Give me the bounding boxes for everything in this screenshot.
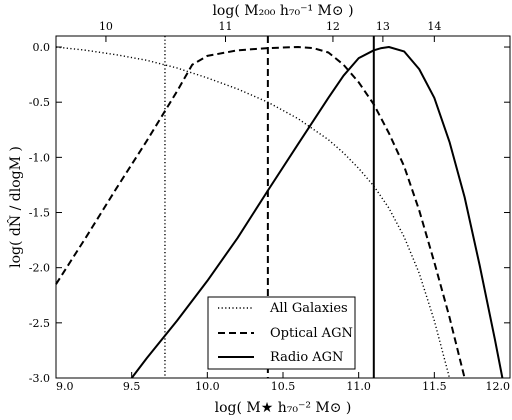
- x-tick-label: 10.0: [195, 380, 220, 393]
- top-tick-label: 12: [326, 20, 340, 33]
- series-radio-agn: [130, 46, 504, 379]
- bottom-axis-label: log( M★ h₇₀⁻² M⊙ ): [215, 400, 352, 416]
- x-tick-label: 10.5: [271, 380, 296, 393]
- top-tick-label: 11: [218, 20, 232, 33]
- y-tick-label: -3.0: [29, 372, 50, 385]
- legend: All Galaxies Optical AGN Radio AGN: [207, 296, 356, 370]
- plot-frame: [55, 35, 511, 379]
- series-lines: [55, 46, 504, 379]
- legend-label-optical-agn: Optical AGN: [270, 326, 353, 341]
- x-tick-label: 12.0: [486, 380, 511, 393]
- tick-group: [55, 36, 511, 379]
- y-tick-label: -2.0: [29, 262, 50, 275]
- y-tick-label: -1.0: [29, 151, 50, 164]
- top-tick-label: 10: [99, 20, 113, 33]
- reference-lines: [164, 36, 375, 378]
- tick-labels: 9.0 9.5 10.0 10.5 11.0 11.5 12.0 0.0 -0.5 -1.0 -1.…: [29, 20, 510, 393]
- y-axis-label: log( dN̂ / dlogM ): [6, 146, 24, 268]
- x-tick-label: 9.0: [56, 380, 74, 393]
- y-tick-label: -2.5: [29, 317, 50, 330]
- legend-label-radio-agn: Radio AGN: [270, 350, 343, 365]
- x-tick-label: 11.5: [422, 380, 447, 393]
- top-tick-label: 13: [376, 20, 390, 33]
- y-tick-label: -1.5: [29, 207, 50, 220]
- legend-label-all-galaxies: All Galaxies: [269, 301, 348, 316]
- top-axis-label: log( M₂₀₀ h₇₀⁻¹ M⊙ ): [212, 3, 353, 19]
- series-all-galaxies: [55, 46, 451, 379]
- y-tick-label: 0.0: [33, 41, 51, 54]
- x-tick-label: 9.5: [123, 380, 141, 393]
- y-tick-label: -0.5: [29, 96, 50, 109]
- x-tick-label: 11.0: [346, 380, 371, 393]
- series-optical-agn: [55, 46, 466, 379]
- top-tick-label: 14: [427, 20, 441, 33]
